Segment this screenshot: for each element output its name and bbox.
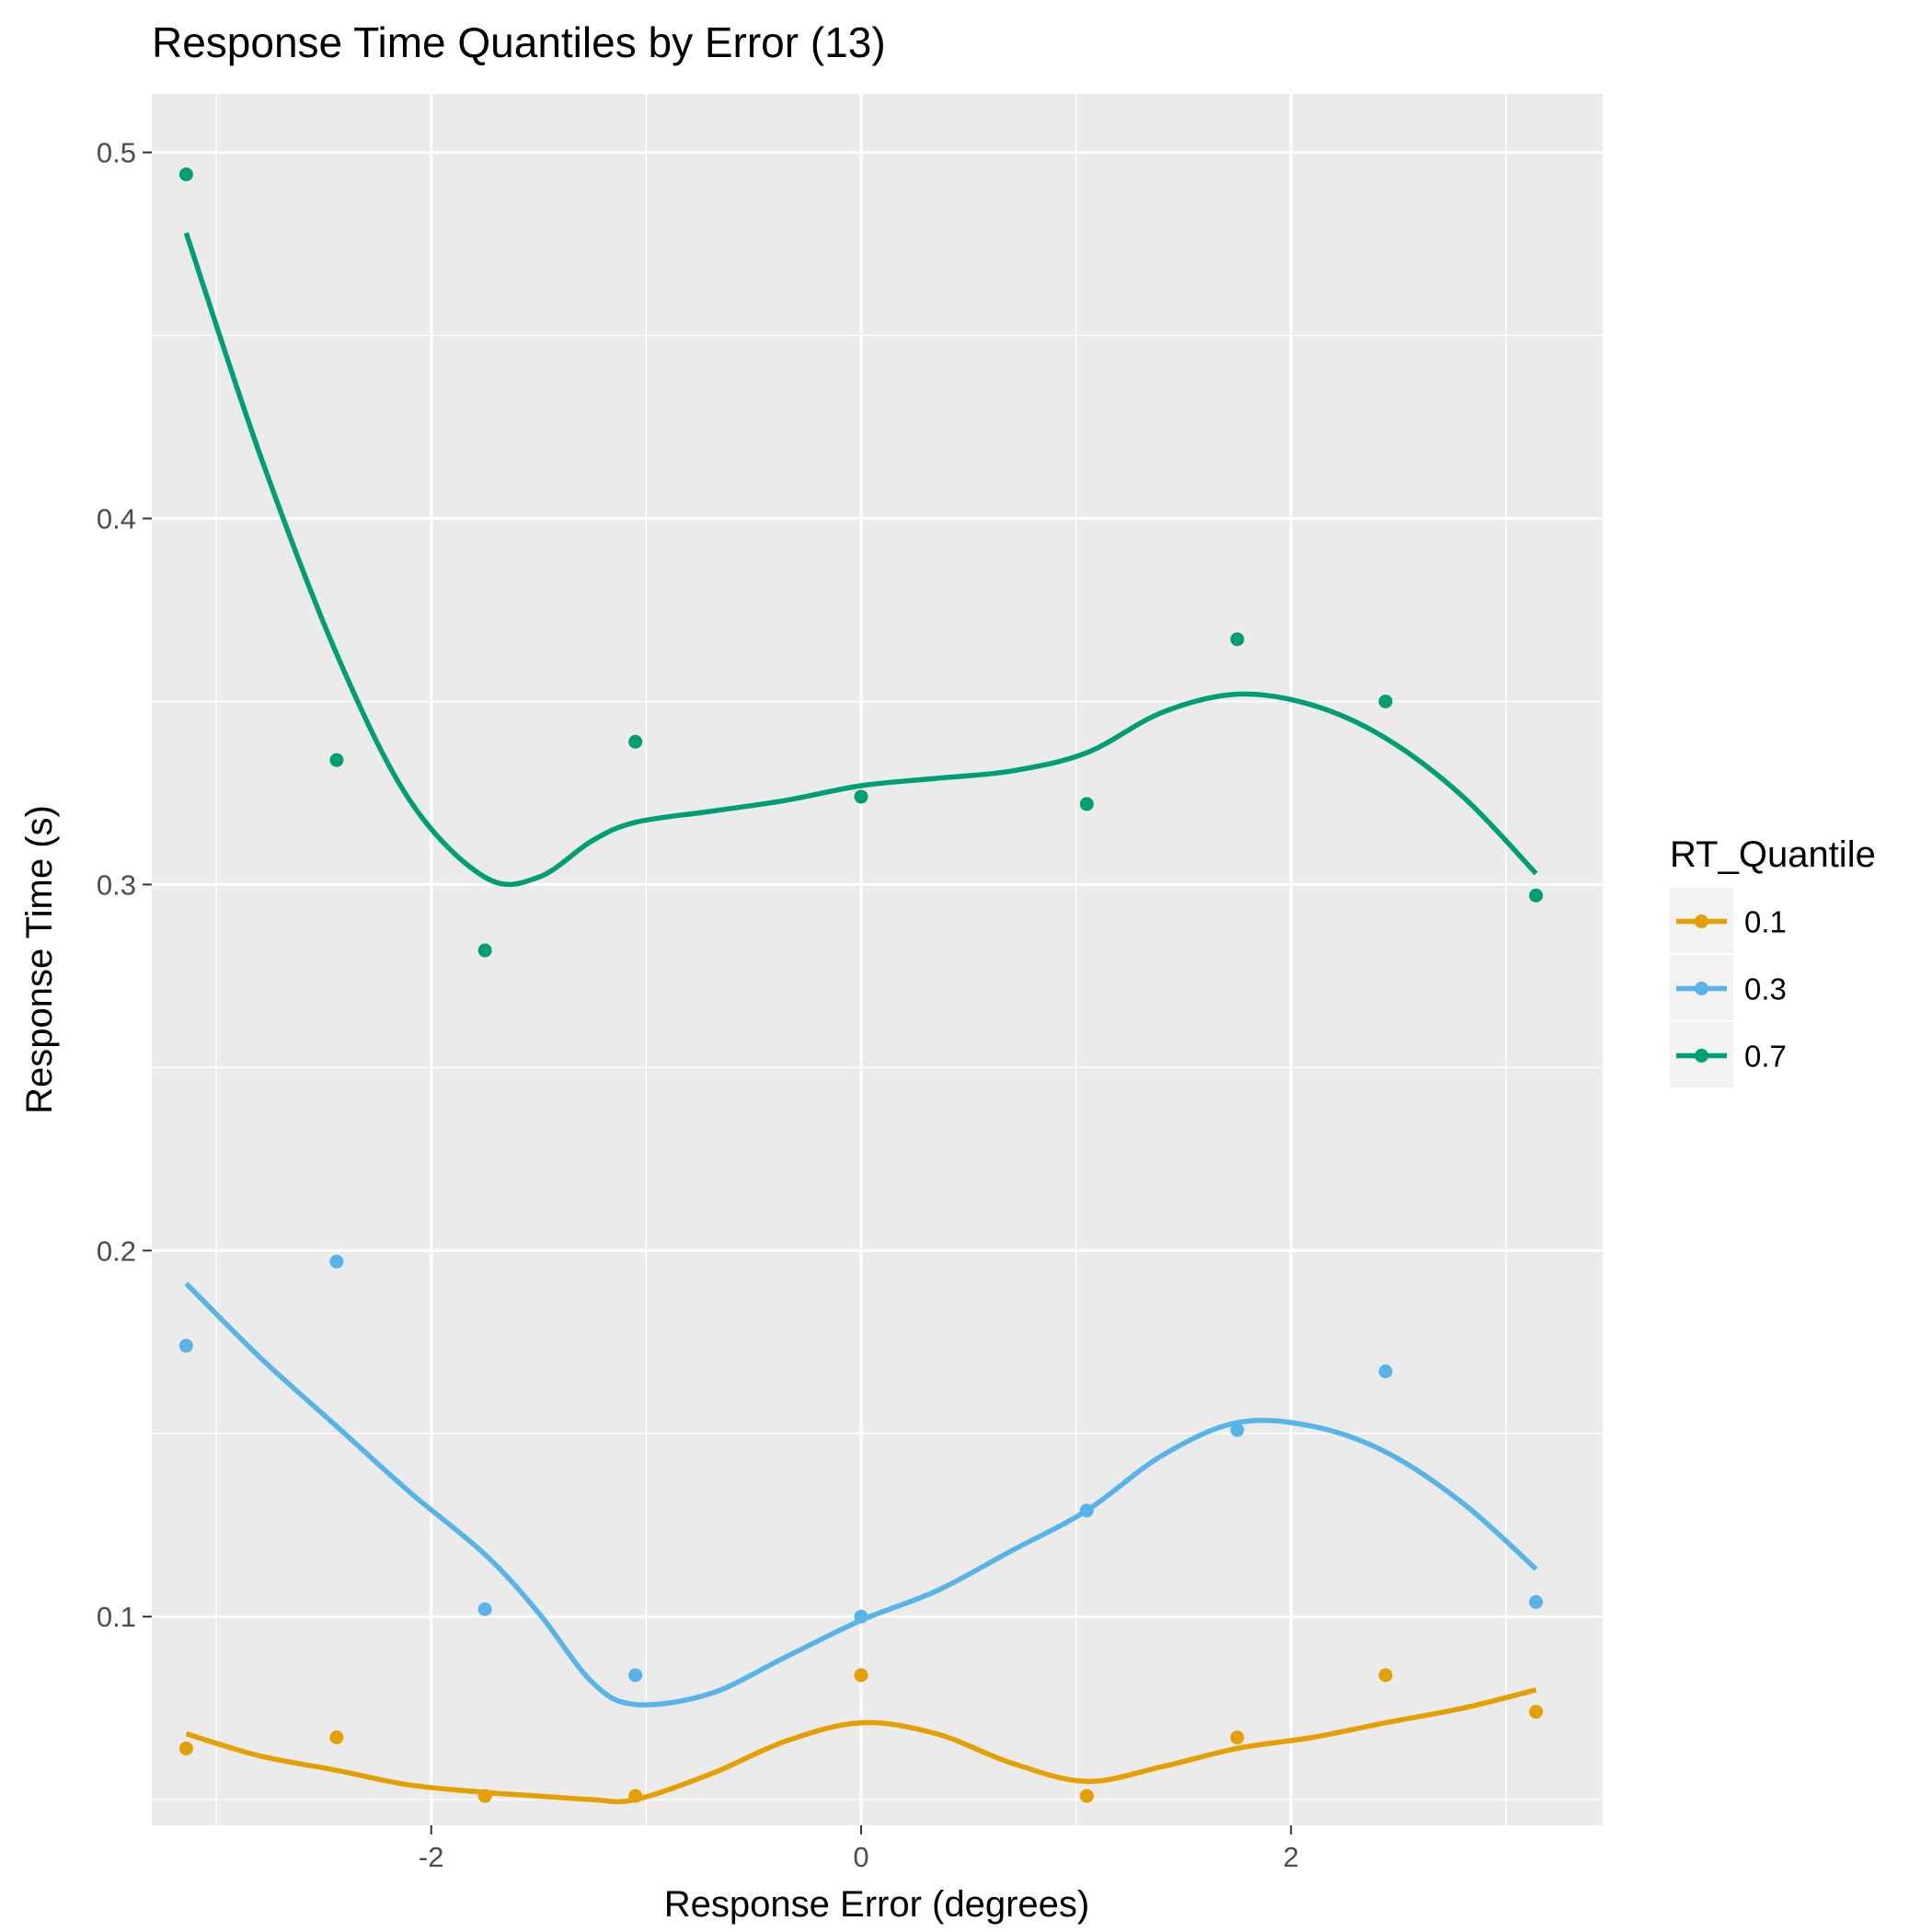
data-point-q0-3 xyxy=(1230,1422,1245,1437)
plot-panel xyxy=(152,94,1603,1825)
data-point-q0-1 xyxy=(1230,1731,1245,1745)
data-point-q0-3 xyxy=(628,1668,643,1683)
chart-title: Response Time Quantiles by Error (13) xyxy=(152,18,886,66)
legend: RT_Quantile 0.1 0.3 0.7 xyxy=(1670,834,1876,1087)
legend-key-point xyxy=(1695,1049,1708,1063)
legend-key-point xyxy=(1695,914,1708,928)
x-tick-label: 2 xyxy=(1283,1841,1299,1873)
y-tick-label: 0.1 xyxy=(97,1601,136,1633)
data-point-q0-1 xyxy=(329,1731,344,1745)
x-tick-label: -2 xyxy=(419,1841,444,1873)
y-axis: 0.1 0.2 0.3 0.4 0.5 xyxy=(97,137,152,1633)
data-point-q0-7 xyxy=(1378,694,1393,708)
data-point-q0-3 xyxy=(178,1339,193,1353)
data-point-q0-7 xyxy=(178,167,193,182)
data-point-q0-1 xyxy=(854,1668,868,1683)
legend-key-point xyxy=(1695,982,1708,995)
y-tick-label: 0.4 xyxy=(97,503,136,535)
legend-label: 0.7 xyxy=(1744,1040,1787,1074)
data-points xyxy=(178,167,1544,1803)
legend-title: RT_Quantile xyxy=(1670,834,1876,875)
data-point-q0-1 xyxy=(1079,1788,1094,1803)
grid-major xyxy=(152,94,1603,1825)
x-axis: -2 0 2 xyxy=(419,1825,1299,1873)
data-point-q0-7 xyxy=(1529,888,1544,903)
legend-label: 0.1 xyxy=(1744,905,1787,939)
data-point-q0-3 xyxy=(1378,1364,1393,1379)
data-point-q0-7 xyxy=(854,789,868,804)
data-point-q0-7 xyxy=(477,943,492,958)
x-axis-title: Response Error (degrees) xyxy=(664,1884,1089,1925)
data-point-q0-1 xyxy=(477,1788,492,1803)
x-tick-label: 0 xyxy=(853,1841,868,1873)
y-tick-label: 0.3 xyxy=(97,868,136,901)
data-point-q0-3 xyxy=(1079,1503,1094,1518)
data-point-q0-3 xyxy=(477,1602,492,1616)
data-point-q0-3 xyxy=(854,1609,868,1624)
data-point-q0-7 xyxy=(1079,797,1094,811)
data-point-q0-7 xyxy=(628,734,643,749)
legend-label: 0.3 xyxy=(1744,972,1787,1006)
smooth-lines xyxy=(183,232,1538,1805)
data-point-q0-7 xyxy=(1230,632,1245,647)
data-point-q0-1 xyxy=(1529,1705,1544,1719)
data-point-q0-1 xyxy=(1378,1668,1393,1683)
data-point-q0-3 xyxy=(329,1254,344,1269)
y-axis-title: Response Time (s) xyxy=(19,805,60,1114)
smooth-line-q0-1 xyxy=(185,1687,1537,1805)
grid-minor xyxy=(152,94,1603,1825)
data-point-q0-1 xyxy=(628,1788,643,1803)
data-point-q0-1 xyxy=(178,1741,193,1755)
smooth-line-q0-7 xyxy=(183,232,1538,888)
y-tick-label: 0.2 xyxy=(97,1235,136,1267)
data-point-q0-3 xyxy=(1529,1594,1544,1609)
legend-keys: 0.1 0.3 0.7 xyxy=(1670,888,1787,1087)
smooth-line-q0-3 xyxy=(184,1282,1538,1708)
data-point-q0-7 xyxy=(329,753,344,767)
y-tick-label: 0.5 xyxy=(97,137,136,169)
